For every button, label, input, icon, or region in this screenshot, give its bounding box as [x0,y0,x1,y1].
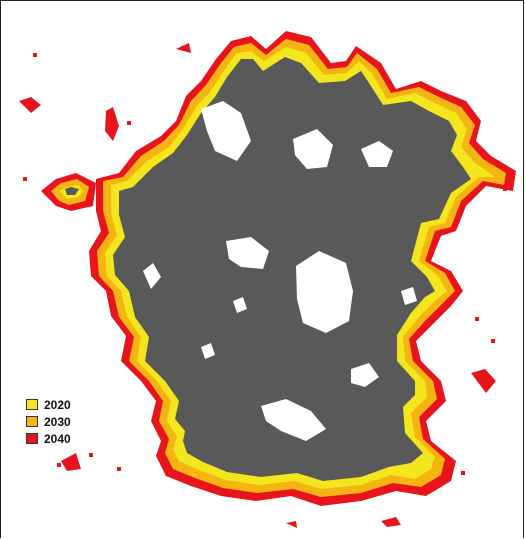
legend-item-2040: 2040 [26,430,71,447]
legend-label: 2040 [44,431,71,446]
legend-label: 2030 [44,414,71,429]
legend-swatch-2030 [26,416,38,427]
legend-swatch-2020 [26,399,38,410]
existing-urban-layer [65,57,471,481]
legend-swatch-2040 [26,433,38,444]
scattered-growth-pixels [23,46,507,475]
legend-item-2020: 2020 [26,396,71,413]
legend-item-2030: 2030 [26,413,71,430]
legend-label: 2020 [44,397,71,412]
map-legend: 2020 2030 2040 [26,396,71,447]
